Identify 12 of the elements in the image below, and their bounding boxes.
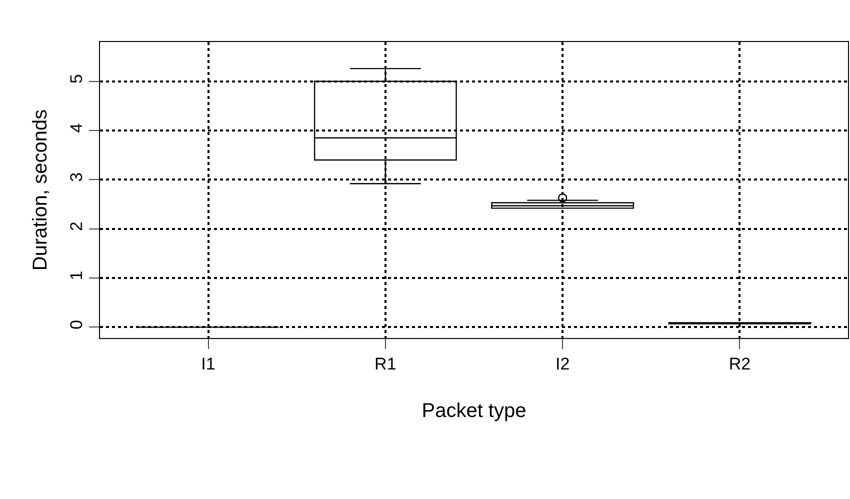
y-axis-title: Duration, seconds (30, 109, 52, 271)
y-tick-label: 4 (67, 123, 86, 133)
x-tick-label: I1 (201, 354, 216, 374)
y-tick-label: 2 (67, 222, 86, 232)
y-tick-label: 5 (67, 74, 86, 84)
y-tick-label: 0 (67, 320, 86, 330)
y-tick-label: 3 (67, 172, 86, 182)
y-tick-label: 1 (67, 270, 86, 280)
x-tick-label: I2 (555, 354, 570, 374)
x-tick-label: R1 (374, 354, 396, 374)
x-tick-label: R2 (728, 354, 751, 374)
x-axis-title: Packet type (422, 400, 526, 422)
